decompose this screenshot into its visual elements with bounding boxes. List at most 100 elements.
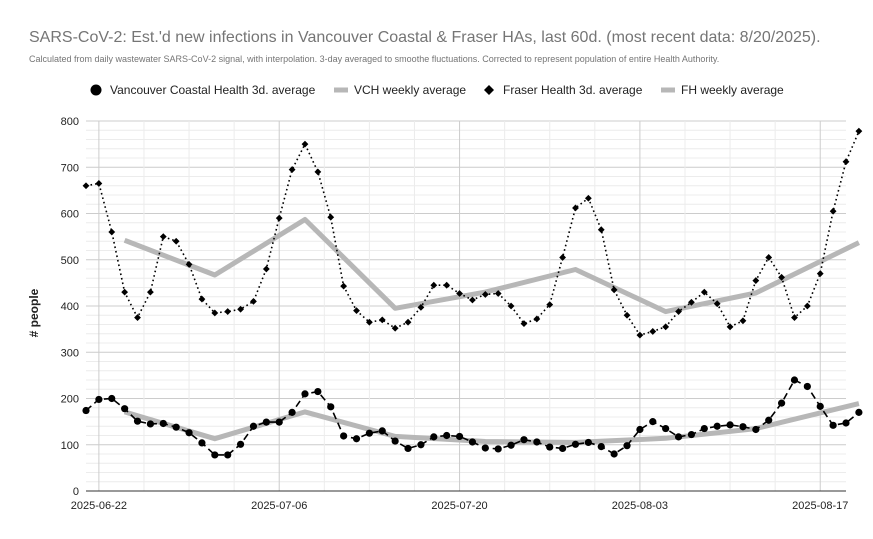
y-tick-label: 700 [61,162,79,174]
data-point [584,438,592,447]
data-point [95,395,103,404]
data-point [649,418,657,426]
y-tick-label: 0 [73,486,79,498]
series-line [123,217,860,315]
data-point [185,260,193,268]
data-point [198,295,206,303]
data-point [816,402,824,410]
data-point [378,427,386,435]
data-point [82,406,90,415]
series-layer [82,127,863,459]
data-point [752,277,760,284]
data-point [674,433,683,441]
y-tick-label: 400 [61,301,79,313]
data-point [133,417,142,425]
data-point [713,300,721,308]
data-point [559,444,567,453]
data-point [739,423,747,431]
data-point [404,318,412,326]
data-point [159,233,167,241]
data-point [262,418,270,426]
data-point [340,432,348,440]
data-point [803,302,811,310]
y-tick-label: 300 [61,347,79,359]
data-point [700,288,708,296]
data-point [790,376,799,384]
series-line [85,130,860,337]
data-point [314,387,322,396]
data-point [777,399,786,407]
legend-label: FH weekly average [681,83,784,97]
data-point [275,214,283,222]
x-tick-label: 2025-07-20 [431,500,487,512]
data-point [829,207,837,215]
data-point [816,270,824,278]
data-point [352,435,361,443]
data-point [301,390,309,398]
data-point [675,308,682,315]
data-point [443,281,451,289]
data-point [688,298,695,306]
y-tick-label: 500 [61,255,79,267]
data-point [662,323,670,331]
data-point [649,328,657,335]
data-point [391,437,399,445]
y-axis-label: # people [27,288,41,337]
data-point [507,302,515,310]
data-point [147,288,154,296]
data-point [533,438,541,446]
data-point [365,318,373,326]
data-point [211,451,219,459]
data-point [636,331,644,339]
data-point [546,301,554,309]
data-point [687,430,696,439]
data-point [520,320,528,327]
data-point [455,432,464,441]
data-point [327,213,335,221]
x-tick-label: 2025-08-03 [612,500,668,512]
legend-label: Vancouver Coastal Health 3d. average [110,83,316,97]
data-point [237,305,244,313]
data-point [829,421,837,429]
data-point [249,422,258,430]
data-point [739,317,747,325]
data-point [842,419,850,427]
data-point [726,421,734,429]
data-point [855,408,863,416]
data-point [198,439,206,447]
series-line [123,401,860,445]
data-point [468,438,477,446]
data-point [533,315,541,323]
data-point [95,180,103,187]
data-point [82,182,90,190]
data-point [327,403,335,411]
data-point [778,273,785,281]
data-point [726,323,734,331]
data-point [185,429,193,437]
data-point [275,418,283,426]
data-point [224,308,232,315]
data-point [404,444,412,453]
data-point [108,394,116,403]
data-point [288,408,296,416]
legend-label: Fraser Health 3d. average [503,83,643,97]
y-tick-label: 200 [61,394,79,406]
data-point [340,282,348,290]
data-point [700,424,708,433]
data-point [159,419,167,428]
data-point [301,140,309,148]
data-point [314,168,322,176]
data-point [494,445,502,453]
y-tick-label: 100 [61,440,79,452]
data-point [842,158,850,166]
data-point [520,436,528,444]
data-point [224,451,232,459]
data-point [353,307,360,315]
legend-label: VCH weekly average [354,83,466,97]
data-point [765,254,773,261]
data-point [791,314,798,321]
data-point [572,204,579,212]
data-point [752,425,760,434]
data-point [430,281,438,289]
data-point [597,226,605,234]
